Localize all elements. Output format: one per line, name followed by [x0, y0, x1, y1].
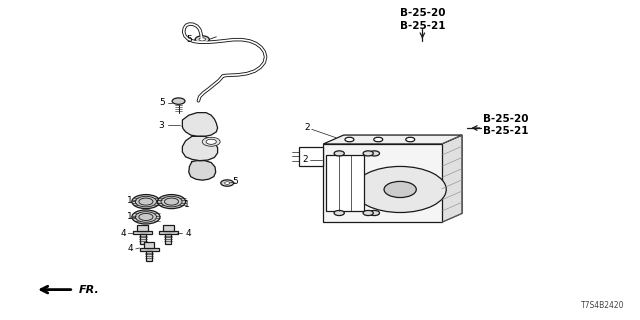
Text: 4: 4 [186, 229, 191, 238]
Bar [140, 248, 159, 251]
Bar [133, 231, 152, 234]
Polygon shape [442, 135, 462, 222]
Circle shape [195, 36, 209, 43]
Circle shape [172, 98, 185, 104]
Bar [140, 234, 146, 244]
Text: 5: 5 [186, 35, 191, 44]
Circle shape [406, 137, 415, 142]
Circle shape [334, 211, 344, 216]
Text: 4: 4 [127, 244, 132, 253]
Polygon shape [323, 135, 462, 144]
Circle shape [221, 180, 234, 186]
Text: 4: 4 [120, 229, 125, 238]
Circle shape [345, 137, 354, 142]
Circle shape [157, 195, 186, 209]
Text: 1: 1 [127, 196, 132, 205]
Circle shape [334, 151, 344, 156]
Polygon shape [182, 113, 218, 136]
Text: 5: 5 [160, 98, 165, 107]
Circle shape [354, 166, 446, 212]
Text: FR.: FR. [79, 284, 99, 295]
Circle shape [191, 144, 209, 153]
Circle shape [202, 137, 220, 146]
Circle shape [374, 137, 383, 142]
Text: B-25-21: B-25-21 [400, 21, 445, 31]
Text: 1: 1 [127, 212, 132, 221]
Bar [147, 251, 152, 261]
Text: 5: 5 [233, 177, 238, 186]
Polygon shape [189, 161, 216, 180]
Circle shape [363, 211, 373, 216]
Circle shape [199, 38, 205, 41]
Text: B-25-21: B-25-21 [483, 126, 529, 136]
Bar [299, 147, 323, 166]
Text: 3: 3 [159, 121, 164, 130]
Circle shape [206, 139, 216, 144]
Circle shape [369, 211, 380, 216]
Polygon shape [182, 136, 218, 161]
Bar [144, 242, 154, 248]
Bar [163, 225, 173, 231]
Circle shape [132, 210, 160, 224]
Bar [138, 225, 148, 231]
Circle shape [225, 182, 230, 184]
Text: T7S4B2420: T7S4B2420 [580, 301, 624, 310]
Circle shape [363, 151, 373, 156]
Text: B-25-20: B-25-20 [483, 114, 529, 124]
Text: 2: 2 [303, 155, 308, 164]
Circle shape [384, 181, 416, 197]
Text: B-25-20: B-25-20 [400, 8, 445, 18]
Text: 2: 2 [305, 123, 310, 132]
Bar [165, 234, 172, 244]
Circle shape [132, 195, 160, 209]
Bar [323, 144, 442, 222]
Circle shape [192, 165, 212, 175]
Text: 1: 1 [184, 200, 189, 209]
Bar [326, 155, 364, 212]
Circle shape [188, 119, 211, 131]
Bar [159, 231, 178, 234]
Circle shape [369, 151, 380, 156]
